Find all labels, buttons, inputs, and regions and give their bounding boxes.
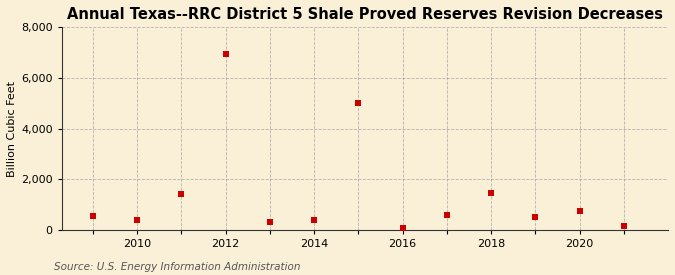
Point (87, 214, 98, 218)
Point (220, 52, 231, 56)
Point (353, 101, 364, 105)
Text: Source: U.S. Energy Information Administration: Source: U.S. Energy Information Administ… (54, 262, 300, 272)
Point (574, 209, 585, 213)
Point (530, 215, 541, 219)
Title: Annual Texas--RRC District 5 Shale Proved Reserves Revision Decreases: Annual Texas--RRC District 5 Shale Prove… (67, 7, 663, 22)
Point (265, 220, 275, 224)
Point (132, 218, 142, 222)
Point (485, 191, 496, 195)
Point (176, 192, 187, 197)
Point (618, 224, 629, 229)
Point (441, 213, 452, 217)
Point (397, 226, 408, 230)
Point (308, 218, 319, 222)
Y-axis label: Billion Cubic Feet: Billion Cubic Feet (7, 81, 17, 177)
